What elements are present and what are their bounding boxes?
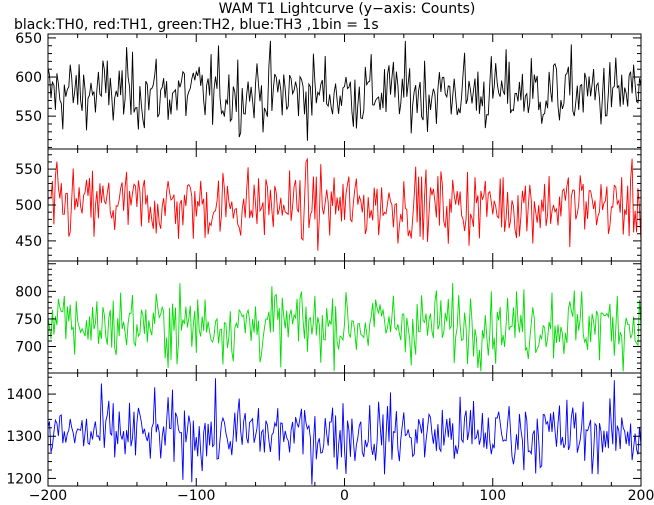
x-axis: −200 −100 0 100 200	[29, 488, 654, 504]
y-tick-label: 450	[15, 234, 42, 250]
y-tick-label: 750	[15, 312, 42, 328]
y-tick-label: 650	[15, 31, 42, 47]
series-line-th0	[48, 40, 641, 141]
panel-th1: 450 500 550	[15, 148, 642, 262]
series-line-th2	[48, 282, 641, 372]
y-tick-label: 600	[15, 70, 42, 86]
y-tick-label: 1400	[6, 387, 42, 403]
y-tick-label: 500	[15, 198, 42, 214]
y-tick-label: 800	[15, 284, 42, 300]
series-line-th1	[48, 157, 641, 251]
panel-th0: 550 600 650	[15, 31, 642, 150]
x-tick-label: 200	[628, 488, 654, 504]
panels: 550 600 650 450 500 550 700 750 800 1200 1300 1400	[6, 31, 642, 487]
y-tick-label: 700	[15, 340, 42, 356]
panel-th2: 700 750 800	[15, 260, 642, 374]
chart-subtitle: black:TH0, red:TH1, green:TH2, blue:TH3 …	[14, 17, 379, 33]
y-tick-label: 1200	[6, 471, 42, 487]
x-tick-label: −100	[177, 488, 215, 504]
x-tick-label: −200	[29, 488, 67, 504]
series-line-th3	[48, 378, 641, 485]
chart-title: WAM T1 Lightcurve (y−axis: Counts)	[219, 1, 476, 17]
y-tick-label: 1300	[6, 429, 42, 445]
x-tick-label: 0	[340, 488, 349, 504]
x-tick-label: 100	[479, 488, 506, 504]
panel-th3: 1200 1300 1400	[6, 372, 642, 487]
y-tick-label: 550	[15, 109, 42, 125]
y-tick-label: 550	[15, 162, 42, 178]
